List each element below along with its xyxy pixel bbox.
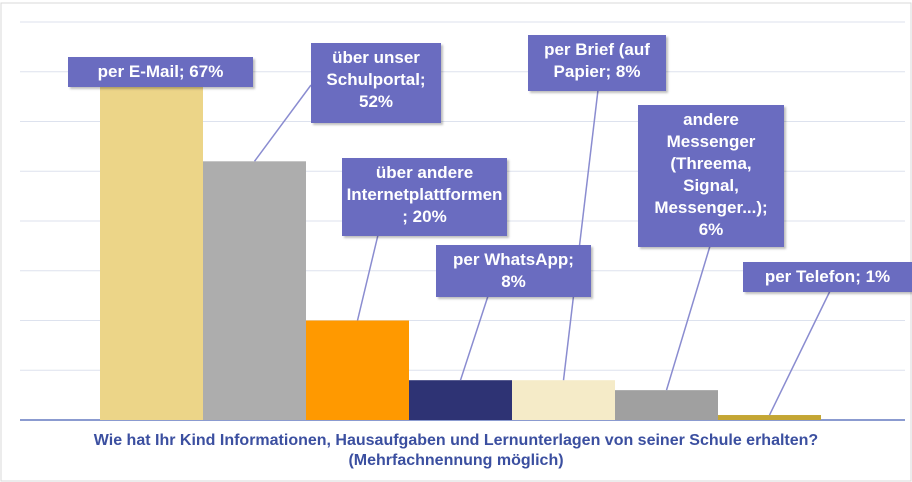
bar: [615, 390, 718, 420]
bar: [100, 86, 203, 421]
bar: [409, 380, 512, 420]
bar: [512, 380, 615, 420]
data-label: per Telefon; 1%: [743, 262, 912, 292]
bar: [203, 161, 306, 421]
leader-line: [768, 290, 831, 416]
leader-line: [253, 84, 312, 162]
data-label: über andere Internetplattformen; 20%: [342, 158, 507, 236]
leader-line: [665, 245, 711, 391]
bar: [718, 415, 821, 420]
leader-line: [459, 295, 489, 381]
data-label: per WhatsApp; 8%: [436, 245, 591, 297]
data-label: über unser Schulportal; 52%: [311, 43, 441, 123]
data-label: per Brief (auf Papier; 8%: [528, 35, 666, 91]
data-label: per E-Mail; 67%: [68, 57, 253, 87]
chart-subtitle: (Mehrfachnennung möglich): [348, 452, 564, 469]
chart-title: Wie hat Ihr Kind Informationen, Hausaufg…: [93, 432, 819, 449]
leader-line: [562, 89, 599, 381]
data-label: andere Messenger (Threema, Signal, Messe…: [638, 105, 784, 247]
bar: [306, 320, 409, 420]
leader-line: [356, 234, 379, 321]
